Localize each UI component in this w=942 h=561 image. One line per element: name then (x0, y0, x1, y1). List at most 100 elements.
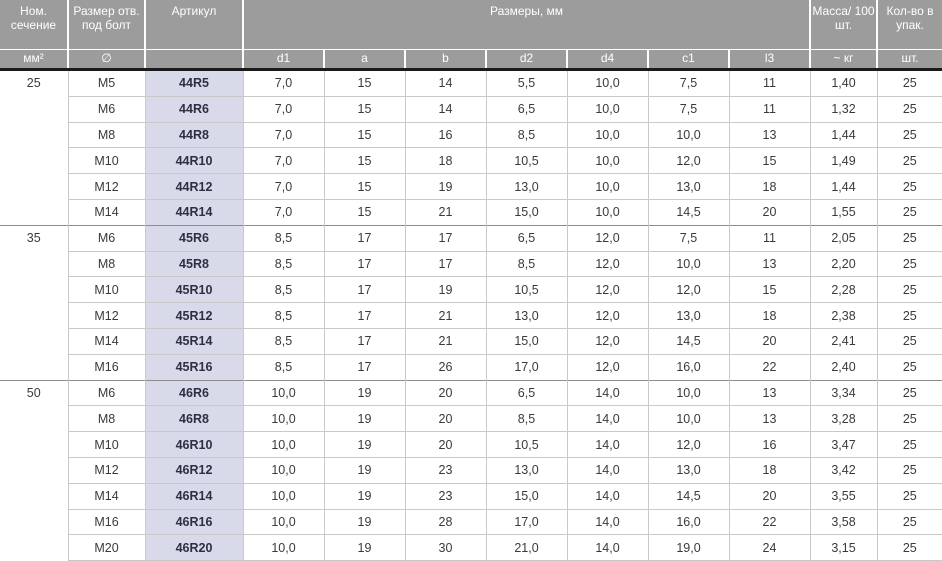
dim-b-cell: 20 (404, 405, 486, 432)
dim-d4-cell: 14,0 (566, 482, 648, 510)
dim-d1-cell: 8,5 (242, 327, 324, 355)
dim-d4-cell: 10,0 (566, 198, 648, 226)
dim-d4-cell: 12,0 (566, 353, 648, 381)
dim-c1-cell: 10,0 (647, 405, 729, 432)
table-row: M12 44R12 7,0 15 19 13,0 10,0 13,0 18 1,44 25 (0, 173, 942, 200)
dim-l3-cell: 13 (728, 405, 811, 432)
dim-d2-cell: 8,5 (485, 121, 567, 148)
dim-d4-cell: 14,0 (566, 508, 648, 535)
mass-cell: 1,44 (809, 121, 878, 148)
dim-a-cell: 19 (323, 405, 405, 432)
dim-d2-cell: 13,0 (485, 456, 567, 484)
qty-cell: 25 (876, 379, 942, 406)
dim-d1-cell: 10,0 (242, 405, 324, 432)
mass-cell: 2,38 (809, 302, 878, 329)
subheader-c1: c1 (647, 49, 729, 71)
article-cell: 45R8 (144, 250, 243, 277)
qty-cell: 25 (876, 431, 942, 458)
mass-cell: 2,41 (809, 327, 878, 355)
dim-d4-cell: 10,0 (566, 95, 648, 123)
qty-cell: 25 (876, 121, 942, 148)
subheader-mm2: мм² (0, 49, 68, 71)
qty-cell: 25 (876, 224, 942, 252)
dim-d1-cell: 10,0 (242, 482, 324, 510)
table-row: M14 44R14 7,0 15 21 15,0 10,0 14,5 20 1,55 25 (0, 198, 942, 226)
mass-cell: 3,58 (809, 508, 878, 535)
bolt-size-cell: M8 (67, 405, 145, 432)
table-header: Ном. сечение Размер отв. под болт Артику… (0, 0, 942, 71)
article-cell: 46R10 (144, 431, 243, 458)
dim-d2-cell: 17,0 (485, 353, 567, 381)
dim-d4-cell: 12,0 (566, 250, 648, 277)
table-row: 25 M5 44R5 7,0 15 14 5,5 10,0 7,5 11 1,40 25 (0, 69, 942, 226)
qty-cell: 25 (876, 302, 942, 329)
dim-a-cell: 17 (323, 327, 405, 355)
table-row: M16 46R16 10,0 19 28 17,0 14,0 16,0 22 3,58 25 (0, 508, 942, 535)
subheader-d1: d1 (242, 49, 324, 71)
subheader-diameter: ∅ (67, 49, 145, 71)
dim-d1-cell: 7,0 (242, 173, 324, 200)
article-cell: 46R8 (144, 405, 243, 432)
table-row: M10 45R10 8,5 17 19 10,5 12,0 12,0 15 2,28 25 (0, 276, 942, 303)
dim-l3-cell: 11 (728, 95, 811, 123)
dim-c1-cell: 12,0 (647, 276, 729, 303)
bolt-size-cell: M14 (67, 198, 145, 226)
bolt-size-cell: M8 (67, 121, 145, 148)
dim-b-cell: 14 (404, 95, 486, 123)
dim-d4-cell: 12,0 (566, 327, 648, 355)
dim-b-cell: 20 (404, 431, 486, 458)
dim-a-cell: 19 (323, 482, 405, 510)
dim-c1-cell: 7,5 (647, 224, 729, 252)
dim-c1-cell: 14,5 (647, 327, 729, 355)
table-row: M6 44R6 7,0 15 14 6,5 10,0 7,5 11 1,32 25 (0, 95, 942, 123)
header-row-units: мм² ∅ d1 a b d2 d4 c1 l3 ~ кг шт. (0, 49, 942, 71)
table-row: M8 46R8 10,0 19 20 8,5 14,0 10,0 13 3,28 25 (0, 405, 942, 432)
dim-a-cell: 19 (323, 431, 405, 458)
dim-b-cell: 20 (404, 379, 486, 406)
dim-a-cell: 15 (323, 173, 405, 200)
bolt-size-cell: M10 (67, 276, 145, 303)
subheader-article-blank (144, 49, 243, 71)
mass-cell: 1,44 (809, 173, 878, 200)
dim-d4-cell: 14,0 (566, 534, 648, 561)
mass-cell: 2,40 (809, 353, 878, 381)
qty-cell: 25 (876, 508, 942, 535)
header-row-labels: Ном. сечение Размер отв. под болт Артику… (0, 0, 942, 50)
dim-c1-cell: 13,0 (647, 456, 729, 484)
mass-cell: 2,05 (809, 224, 878, 252)
article-cell: 44R8 (144, 121, 243, 148)
header-article: Артикул (144, 0, 243, 50)
dim-d2-cell: 8,5 (485, 250, 567, 277)
bolt-size-cell: M12 (67, 302, 145, 329)
dim-c1-cell: 12,0 (647, 431, 729, 458)
article-cell: 45R14 (144, 327, 243, 355)
bolt-size-cell: M5 (67, 69, 145, 97)
dim-d2-cell: 21,0 (485, 534, 567, 561)
dim-l3-cell: 20 (728, 198, 811, 226)
dim-b-cell: 18 (404, 147, 486, 174)
dim-d1-cell: 8,5 (242, 353, 324, 381)
dim-d2-cell: 6,5 (485, 95, 567, 123)
dim-l3-cell: 24 (728, 534, 811, 561)
mass-cell: 3,34 (809, 379, 878, 406)
dim-d1-cell: 7,0 (242, 147, 324, 174)
dim-c1-cell: 13,0 (647, 302, 729, 329)
bolt-size-cell: M12 (67, 173, 145, 200)
subheader-sht: шт. (876, 49, 942, 71)
qty-cell: 25 (876, 353, 942, 381)
dim-b-cell: 23 (404, 482, 486, 510)
dim-d1-cell: 10,0 (242, 379, 324, 406)
mass-cell: 2,20 (809, 250, 878, 277)
bolt-size-cell: M6 (67, 224, 145, 252)
dim-d4-cell: 14,0 (566, 431, 648, 458)
dim-a-cell: 19 (323, 379, 405, 406)
dim-l3-cell: 20 (728, 327, 811, 355)
dim-d4-cell: 14,0 (566, 456, 648, 484)
dim-d4-cell: 12,0 (566, 224, 648, 252)
dim-c1-cell: 13,0 (647, 173, 729, 200)
article-cell: 46R6 (144, 379, 243, 406)
nominal-section-cell: 50 (0, 379, 68, 561)
dim-d1-cell: 8,5 (242, 224, 324, 252)
qty-cell: 25 (876, 250, 942, 277)
